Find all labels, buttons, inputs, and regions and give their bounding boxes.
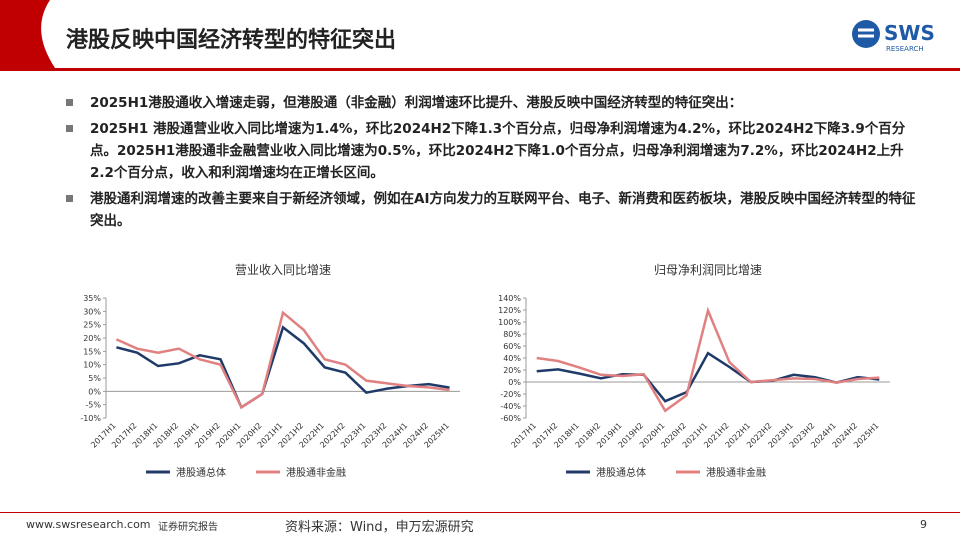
y-tick-label: 60% bbox=[503, 342, 521, 351]
y-tick-label: 5% bbox=[88, 374, 101, 383]
footer-kind: 证券研究报告 bbox=[158, 522, 218, 533]
bullet: 2025H1港股通收入增速走弱，但港股通（非金融）利润增速环比提升、港股反映中国… bbox=[66, 92, 926, 114]
header-swoosh bbox=[0, 0, 55, 68]
chart-title: 归母净利润同比增速 bbox=[654, 263, 762, 277]
bullet-list: 2025H1港股通收入增速走弱，但港股通（非金融）利润增速环比提升、港股反映中国… bbox=[66, 92, 926, 236]
y-tick-label: 40% bbox=[503, 354, 521, 363]
y-tick-label: 100% bbox=[498, 318, 521, 327]
y-tick-label: 20% bbox=[83, 334, 101, 343]
slide-title: 港股反映中国经济转型的特征突出 bbox=[66, 28, 397, 53]
y-tick-label: -60% bbox=[500, 414, 521, 423]
footer-rule bbox=[0, 512, 960, 513]
y-tick-label: 30% bbox=[83, 307, 101, 316]
y-tick-label: 120% bbox=[498, 306, 521, 315]
logo: SWS RESEARCH bbox=[852, 20, 935, 53]
footer-source: 资料来源：Wind，申万宏源研究 bbox=[285, 520, 474, 535]
y-tick-label: -20% bbox=[500, 390, 521, 399]
y-tick-label: 25% bbox=[83, 321, 101, 330]
y-tick-label: -5% bbox=[85, 401, 101, 410]
legend-label: 港股通非金融 bbox=[286, 466, 346, 479]
line bbox=[116, 325, 450, 410]
y-tick-label: 80% bbox=[503, 330, 521, 339]
page-number: 9 bbox=[920, 518, 927, 531]
y-tick-label: 140% bbox=[498, 294, 521, 303]
chart: 营业收入同比增速-10%-5%0%5%10%15%20%25%30%35%201… bbox=[80, 263, 460, 479]
chart-title: 营业收入同比增速 bbox=[235, 263, 331, 277]
y-tick-label: 0% bbox=[88, 387, 101, 396]
y-tick-label: 15% bbox=[83, 347, 101, 356]
logo-text: SWS bbox=[884, 21, 935, 45]
chart: 归母净利润同比增速 -60% -40% -20% 0% 20% 40% 60% 80% 100% 1… bbox=[498, 263, 890, 479]
legend-label: 港股通总体 bbox=[596, 466, 646, 479]
bullet: 2025H1 港股通营业收入同比增速为1.4%，环比2024H2下降1.3个百分… bbox=[66, 118, 926, 184]
footer-site: www.swsresearch.com bbox=[26, 518, 151, 531]
legend-label: 港股通非金融 bbox=[706, 466, 766, 479]
line bbox=[115, 310, 450, 410]
logo-sub: RESEARCH bbox=[886, 45, 924, 53]
y-tick-label: 35% bbox=[83, 294, 101, 303]
line bbox=[536, 351, 880, 403]
y-tick-label: 10% bbox=[83, 361, 101, 370]
header-rule bbox=[0, 68, 960, 71]
bullet: 港股通利润增速的改善主要来自于新经济领域，例如在AI方向发力的互联网平台、电子、… bbox=[66, 188, 926, 232]
y-tick-label: 0% bbox=[508, 378, 521, 387]
legend-label: 港股通总体 bbox=[176, 466, 226, 479]
y-tick-label: -10% bbox=[80, 414, 101, 423]
y-tick-label: -40% bbox=[500, 402, 521, 411]
line bbox=[536, 306, 880, 413]
y-tick-label: 20% bbox=[503, 366, 521, 375]
